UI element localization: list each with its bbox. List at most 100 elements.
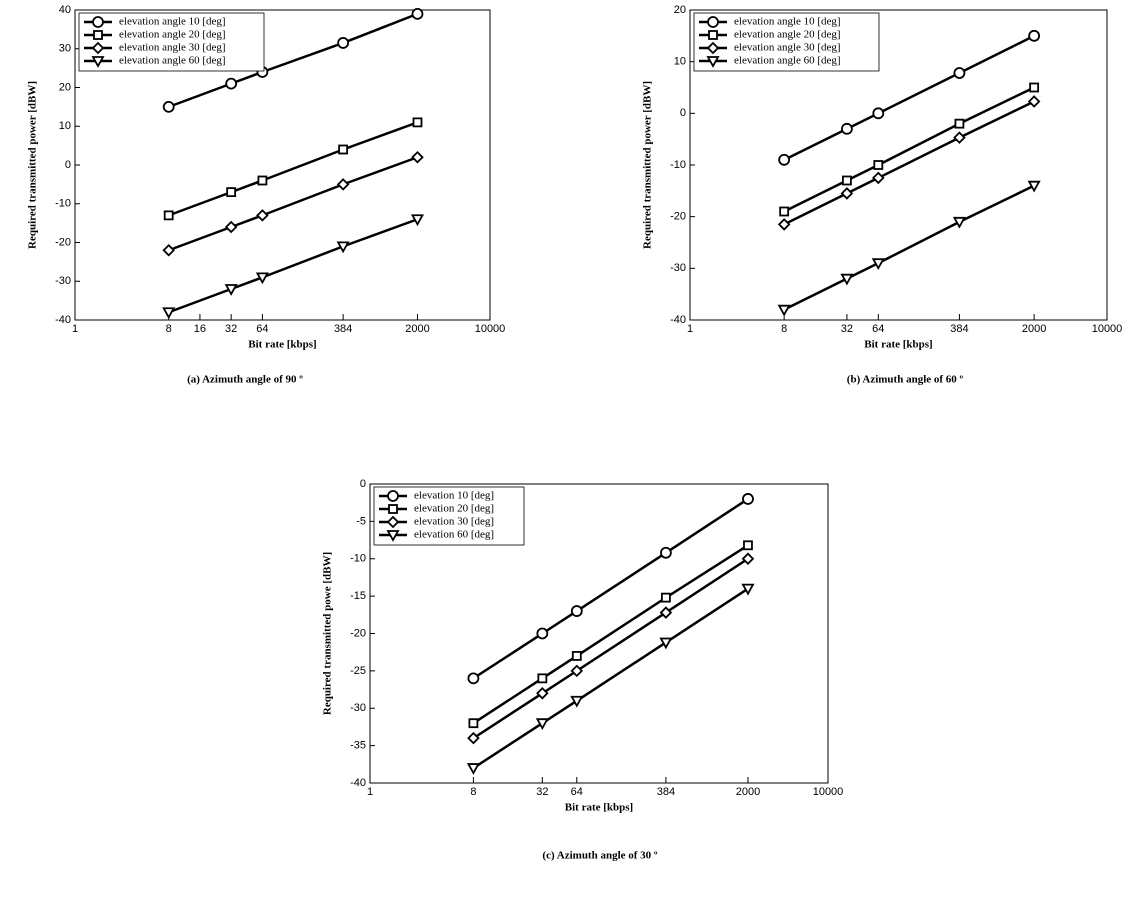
y-tick-label: 40 xyxy=(59,4,71,16)
y-tick-label: -15 xyxy=(350,590,366,602)
series-line xyxy=(472,544,749,725)
series-line xyxy=(472,557,749,740)
marker xyxy=(707,16,719,28)
marker xyxy=(336,241,350,254)
series-line xyxy=(168,121,418,217)
x-tick-label: 32 xyxy=(536,786,548,798)
marker xyxy=(1028,29,1041,42)
marker xyxy=(467,672,480,685)
x-axis-label: Bit rate [kbps] xyxy=(565,802,633,814)
marker xyxy=(873,160,884,170)
marker xyxy=(842,175,852,186)
y-tick-label: -20 xyxy=(55,236,71,248)
caption: (a) Azimuth angle of 90 º xyxy=(187,374,303,386)
legend-label: elevation angle 60 [deg] xyxy=(734,55,841,67)
legend-label: elevation angle 60 [deg] xyxy=(119,55,226,67)
x-tick-label: 8 xyxy=(781,323,787,335)
marker xyxy=(412,117,423,128)
marker xyxy=(224,284,238,296)
marker xyxy=(840,273,854,286)
marker xyxy=(411,150,424,164)
marker xyxy=(708,30,718,40)
marker xyxy=(226,187,237,198)
marker xyxy=(336,178,350,191)
marker xyxy=(743,540,753,551)
y-tick-label: -20 xyxy=(350,627,366,639)
marker xyxy=(840,187,854,200)
marker xyxy=(570,695,584,708)
marker xyxy=(386,515,400,529)
y-tick-label: -40 xyxy=(350,777,366,789)
marker xyxy=(537,673,548,684)
y-tick-label: -40 xyxy=(670,314,686,326)
y-tick-label: 10 xyxy=(674,56,686,68)
x-tick-label: 64 xyxy=(256,323,268,335)
y-tick-label: 20 xyxy=(59,81,71,93)
x-tick-label: 2000 xyxy=(1022,323,1046,335)
legend-label: elevation angle 10 [deg] xyxy=(119,16,226,28)
marker xyxy=(570,664,584,678)
caption: (c) Azimuth angle of 30 º xyxy=(542,850,658,862)
marker xyxy=(225,77,238,90)
y-tick-label: -10 xyxy=(55,198,71,210)
x-tick-label: 1 xyxy=(367,786,373,798)
marker xyxy=(337,37,350,49)
marker xyxy=(1027,95,1041,108)
marker xyxy=(91,41,105,55)
series-line xyxy=(783,184,1035,311)
marker xyxy=(410,214,425,227)
y-tick-label: 30 xyxy=(59,43,71,55)
marker xyxy=(535,718,549,731)
legend-label: elevation angle 30 [deg] xyxy=(734,42,841,54)
marker xyxy=(741,583,755,596)
marker xyxy=(871,258,885,271)
marker xyxy=(162,100,175,113)
marker xyxy=(742,493,754,505)
x-axis-label: Bit rate [kbps] xyxy=(248,339,316,351)
marker xyxy=(1027,180,1041,193)
x-tick-label: 64 xyxy=(571,786,583,798)
marker xyxy=(256,209,269,222)
x-tick-label: 8 xyxy=(166,323,172,335)
marker xyxy=(466,763,480,775)
y-tick-label: -10 xyxy=(350,553,366,565)
y-axis-label: Required transmitted power [dBW] xyxy=(642,81,654,249)
y-axis-label: Required transmitted power [dBW] xyxy=(27,81,39,249)
marker xyxy=(411,7,424,20)
marker xyxy=(255,272,269,285)
x-tick-label: 1 xyxy=(72,323,78,335)
y-tick-label: 0 xyxy=(65,159,71,171)
marker xyxy=(661,592,671,603)
marker xyxy=(872,171,885,185)
marker xyxy=(536,687,549,700)
y-tick-label: -20 xyxy=(670,211,686,223)
y-tick-label: -35 xyxy=(350,740,366,752)
marker xyxy=(741,552,755,566)
marker xyxy=(162,307,176,320)
legend-label: elevation 20 [deg] xyxy=(414,503,494,515)
legend-label: elevation angle 20 [deg] xyxy=(734,29,841,41)
marker xyxy=(706,41,720,55)
marker xyxy=(387,490,399,502)
legend-label: elevation angle 10 [deg] xyxy=(734,16,841,28)
y-tick-label: -30 xyxy=(55,275,71,287)
marker xyxy=(779,206,790,217)
marker xyxy=(660,546,672,559)
legend-label: elevation 10 [deg] xyxy=(414,490,494,502)
marker xyxy=(1029,82,1040,93)
x-tick-label: 32 xyxy=(841,323,853,335)
marker xyxy=(224,220,238,234)
caption: (b) Azimuth angle of 60 º xyxy=(847,374,964,386)
y-tick-label: -30 xyxy=(350,702,366,714)
marker xyxy=(778,153,791,166)
marker xyxy=(841,122,853,135)
y-tick-label: -10 xyxy=(670,159,686,171)
marker xyxy=(872,107,885,120)
x-tick-label: 384 xyxy=(657,786,675,798)
x-tick-label: 2000 xyxy=(405,323,429,335)
x-tick-label: 32 xyxy=(225,323,237,335)
marker xyxy=(257,175,268,186)
marker xyxy=(91,56,105,68)
series-line xyxy=(472,587,749,770)
